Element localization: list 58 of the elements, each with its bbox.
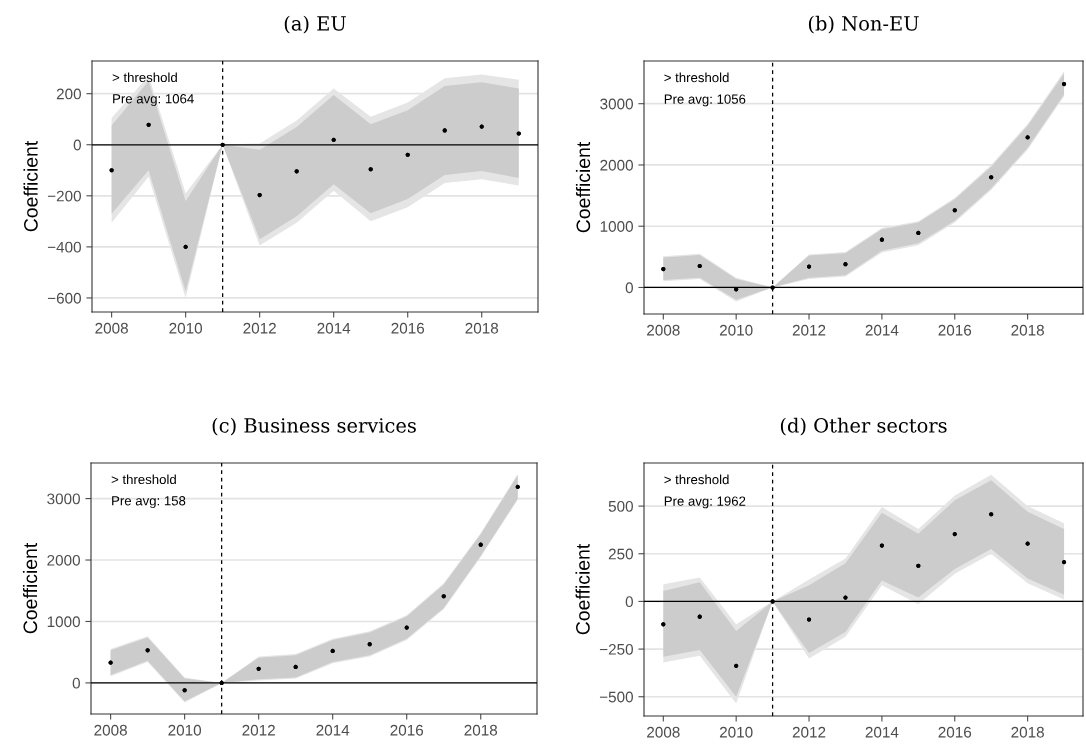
x-tick-label: 2018 [465, 322, 499, 334]
x-tick-label: 2018 [1011, 726, 1044, 738]
y-tick-label: 0 [625, 596, 633, 608]
x-tick-label: 2008 [647, 324, 680, 336]
y-tick-label: 3000 [47, 493, 80, 505]
x-tick-label: 2016 [938, 324, 972, 336]
y-axis-title: Coefficient [575, 141, 591, 233]
y-tick-label: 0 [625, 282, 633, 294]
x-tick-label: 2012 [792, 726, 826, 738]
chart-title: (d) Other sectors [780, 417, 947, 436]
x-tick-label: 2014 [865, 324, 899, 336]
x-tick-label: 2018 [464, 724, 498, 736]
annotation: > threshold [664, 474, 729, 485]
x-tick-label: 2008 [95, 322, 128, 334]
y-tick-label: 2000 [47, 554, 80, 566]
x-tick-label: 2010 [719, 324, 753, 336]
x-tick-label: 2010 [168, 724, 202, 736]
annotation: > threshold [664, 72, 729, 83]
annotation: > threshold [111, 474, 176, 485]
y-tick-label: 0 [72, 677, 80, 689]
y-tick-label: 200 [56, 88, 81, 100]
y-axis-title: Coefficient [575, 543, 590, 635]
chart-title: (a) EU [284, 15, 346, 34]
chart-title: (b) Non-EU [808, 15, 919, 34]
x-tick-label: 2008 [94, 724, 127, 736]
x-tick-label: 2008 [647, 726, 680, 738]
x-tick-label: 2012 [792, 324, 826, 336]
y-tick-label: 0 [73, 139, 81, 151]
y-axis-title: Coefficient [23, 140, 38, 232]
x-tick-label: 2010 [169, 322, 203, 334]
y-tick-label: 250 [608, 548, 633, 560]
x-tick-label: 2014 [317, 322, 351, 334]
y-tick-label: 3000 [600, 98, 633, 110]
x-tick-label: 2014 [316, 724, 350, 736]
y-tick-label: −200 [47, 190, 81, 202]
annotation: Pre avg: 1064 [113, 94, 194, 107]
y-axis-title: Coefficient [22, 542, 38, 634]
annotation: > threshold [112, 72, 177, 83]
x-tick-label: 2018 [1011, 324, 1044, 336]
y-tick-label: 2000 [600, 159, 633, 171]
annotation: Pre avg: 1962 [664, 496, 746, 509]
x-tick-label: 2016 [391, 322, 425, 334]
x-tick-label: 2016 [938, 726, 972, 738]
y-tick-label: −600 [47, 292, 81, 304]
y-tick-label: 1000 [600, 221, 633, 232]
x-tick-label: 2010 [719, 726, 753, 738]
annotation: Pre avg: 158 [112, 496, 186, 509]
annotation: Pre avg: 1056 [664, 94, 746, 107]
y-tick-label: −250 [599, 643, 633, 655]
x-tick-label: 2012 [243, 322, 276, 334]
chart-title: (c) Business services [212, 417, 416, 436]
y-tick-label: 1000 [47, 616, 80, 628]
y-tick-label: −400 [47, 241, 81, 253]
x-tick-label: 2016 [390, 724, 424, 736]
y-tick-label: 500 [608, 500, 633, 512]
y-tick-label: −500 [599, 691, 633, 703]
x-tick-label: 2014 [865, 726, 899, 738]
x-tick-label: 2012 [242, 724, 275, 736]
